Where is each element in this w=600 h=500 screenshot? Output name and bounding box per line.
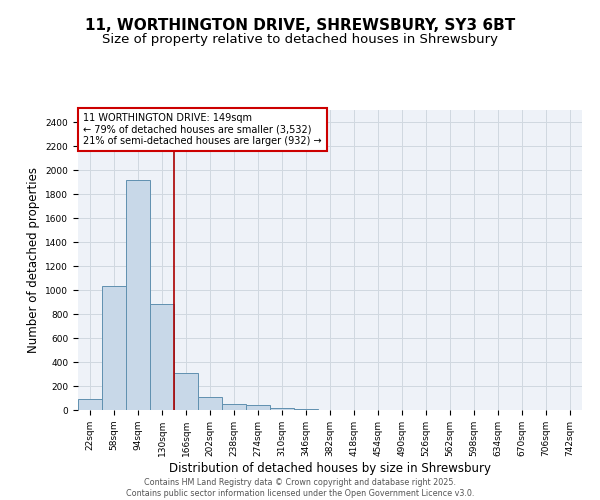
Text: Size of property relative to detached houses in Shrewsbury: Size of property relative to detached ho… bbox=[102, 32, 498, 46]
X-axis label: Distribution of detached houses by size in Shrewsbury: Distribution of detached houses by size … bbox=[169, 462, 491, 474]
Text: 11, WORTHINGTON DRIVE, SHREWSBURY, SY3 6BT: 11, WORTHINGTON DRIVE, SHREWSBURY, SY3 6… bbox=[85, 18, 515, 32]
Bar bbox=[198, 397, 222, 410]
Bar bbox=[246, 405, 270, 410]
Bar bbox=[126, 180, 150, 410]
Bar bbox=[294, 409, 318, 410]
Bar bbox=[102, 286, 126, 410]
Y-axis label: Number of detached properties: Number of detached properties bbox=[27, 167, 40, 353]
Text: Contains HM Land Registry data © Crown copyright and database right 2025.
Contai: Contains HM Land Registry data © Crown c… bbox=[126, 478, 474, 498]
Bar bbox=[150, 304, 174, 410]
Bar bbox=[270, 408, 294, 410]
Text: 11 WORTHINGTON DRIVE: 149sqm
← 79% of detached houses are smaller (3,532)
21% of: 11 WORTHINGTON DRIVE: 149sqm ← 79% of de… bbox=[83, 113, 322, 146]
Bar bbox=[222, 404, 246, 410]
Bar bbox=[78, 399, 102, 410]
Bar bbox=[174, 373, 198, 410]
